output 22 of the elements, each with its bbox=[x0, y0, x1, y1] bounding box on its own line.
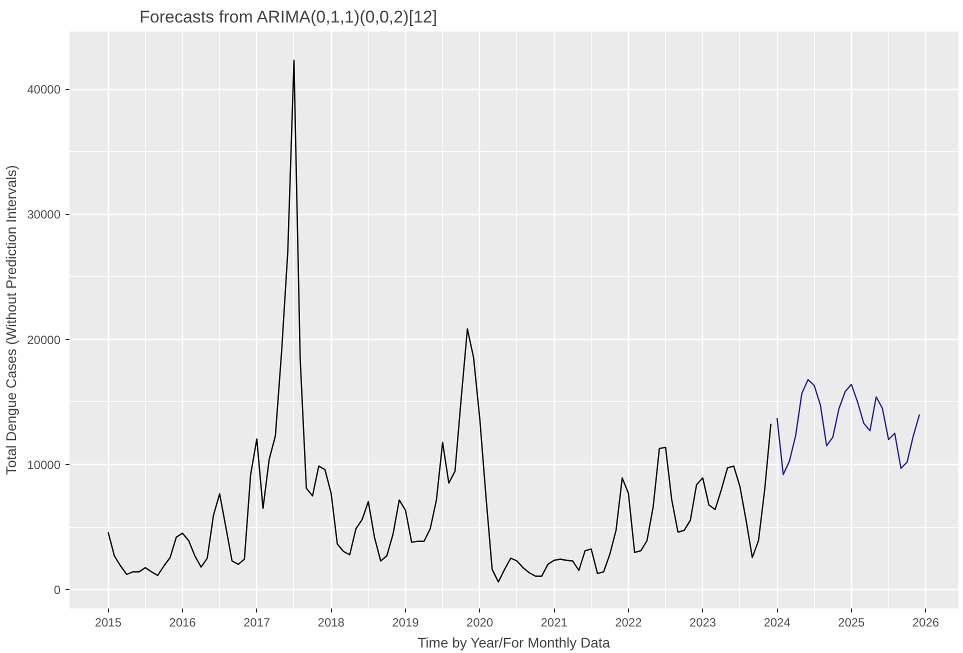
y-tick-label: 20000 bbox=[27, 332, 61, 347]
x-tick-label: 2020 bbox=[466, 616, 494, 630]
x-tick-label: 2018 bbox=[318, 616, 345, 630]
y-tick-label: 40000 bbox=[27, 82, 61, 97]
x-tick-label: 2015 bbox=[94, 616, 122, 630]
x-tick-label: 2019 bbox=[392, 616, 420, 630]
y-tick-label: 10000 bbox=[27, 458, 61, 472]
y-tick-label: 30000 bbox=[27, 208, 61, 222]
x-tick-label: 2026 bbox=[912, 616, 940, 630]
y-axis-title: Total Dengue Cases (Without Prediction Intervals) bbox=[3, 165, 20, 475]
x-axis-title: Time by Year/For Monthly Data bbox=[418, 634, 610, 650]
x-tick-label: 2025 bbox=[838, 616, 866, 630]
line-series bbox=[108, 60, 772, 583]
x-tick-label: 2024 bbox=[764, 616, 791, 630]
x-tick-label: 2016 bbox=[169, 616, 196, 630]
line-series bbox=[776, 379, 920, 476]
x-tick-label: 2017 bbox=[243, 616, 270, 630]
x-tick-label: 2021 bbox=[540, 616, 568, 630]
x-tick-label: 2022 bbox=[615, 616, 642, 630]
y-tick-label: 0 bbox=[54, 583, 61, 598]
x-tick-label: 2023 bbox=[689, 616, 716, 630]
chart-title: Forecasts from ARIMA(0,1,1)(0,0,2)[12] bbox=[140, 8, 438, 26]
